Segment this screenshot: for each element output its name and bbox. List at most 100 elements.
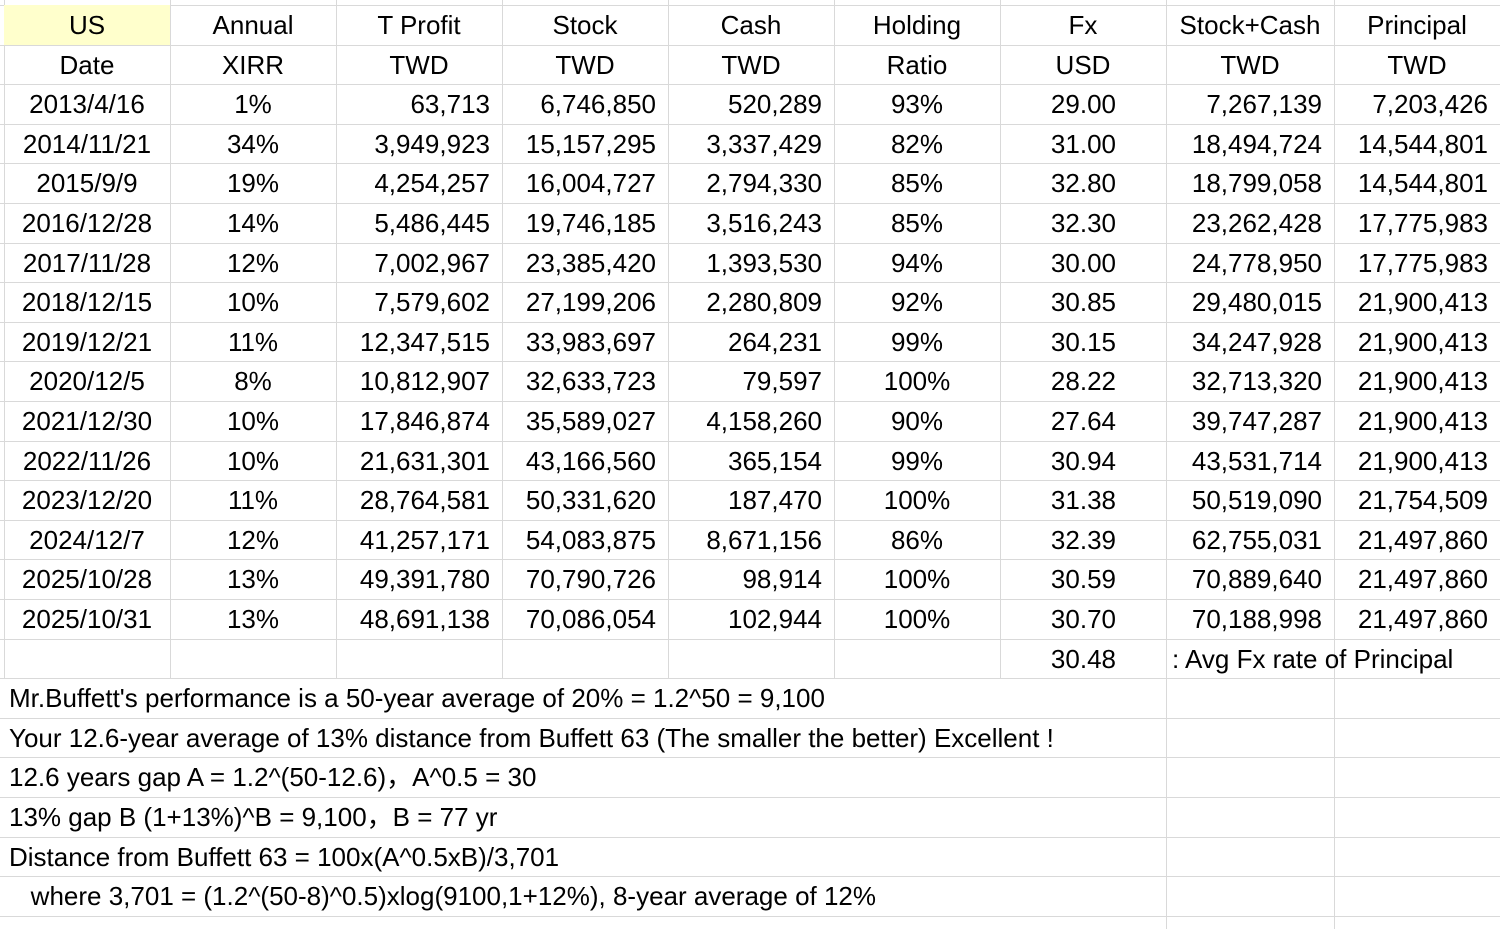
cell-t-profit[interactable]: 48,691,138 [359,604,490,634]
header-annual[interactable]: Annual [212,10,294,40]
cell-stock[interactable]: 35,589,027 [525,406,656,436]
cell-date[interactable]: 2017/11/28 [22,247,152,278]
cell-stock-cash[interactable]: 62,755,031 [1191,524,1322,555]
cell-xirr[interactable]: 11% [227,485,279,516]
cell-cash[interactable]: 3,337,429 [706,128,822,159]
cell-holding-ratio[interactable]: 90% [890,406,944,436]
cell-cash[interactable]: 520,289 [728,89,822,120]
cell-stock-cash[interactable]: 18,494,724 [1191,128,1322,159]
cell-stock[interactable]: 19,746,185 [525,208,656,238]
cell-fx[interactable]: 30.00 [1050,247,1116,278]
cell-holding-ratio[interactable]: 85% [890,208,944,238]
cell-fx[interactable]: 30.94 [1050,445,1116,476]
cell-fx[interactable]: 32.30 [1050,208,1116,238]
cell-date[interactable]: 2015/9/9 [36,168,138,199]
cell-stock-cash[interactable]: 34,247,928 [1191,326,1322,357]
cell-principal[interactable]: 7,203,426 [1372,89,1488,120]
cell-stock[interactable]: 6,746,850 [540,89,656,120]
header-stock[interactable]: Stock [552,10,618,40]
cell-stock[interactable]: 54,083,875 [525,524,656,555]
cell-holding-ratio[interactable]: 100% [883,485,951,516]
cell-xirr[interactable]: 12% [226,247,280,278]
cell-principal[interactable]: 21,497,860 [1357,564,1488,595]
header-us[interactable]: US [4,5,170,45]
header-fx[interactable]: Fx [1068,10,1098,40]
cell-xirr[interactable]: 11% [227,326,279,357]
cell-fx[interactable]: 31.38 [1050,485,1116,516]
cell-t-profit[interactable]: 21,631,301 [359,445,490,476]
cell-t-profit[interactable]: 41,257,171 [359,524,490,555]
cell-principal[interactable]: 17,775,983 [1357,208,1488,238]
cell-cash[interactable]: 98,914 [742,564,822,595]
cell-stock-cash[interactable]: 18,799,058 [1191,168,1322,199]
cell-stock-cash[interactable]: 23,262,428 [1191,208,1322,238]
cell-cash[interactable]: 3,516,243 [706,208,822,238]
cell-xirr[interactable]: 1% [234,89,272,120]
cell-cash[interactable]: 102,944 [728,604,822,634]
avg-fx-label[interactable]: : Avg Fx rate of Principal [1172,643,1454,674]
cell-stock-cash[interactable]: 29,480,015 [1191,287,1322,318]
cell-cash[interactable]: 79,597 [742,366,822,397]
cell-stock-cash[interactable]: 50,519,090 [1191,485,1322,516]
header-usd[interactable]: USD [1055,49,1111,80]
cell-xirr[interactable]: 10% [226,406,280,436]
cell-stock-cash[interactable]: 32,713,320 [1191,366,1322,397]
cell-stock[interactable]: 15,157,295 [525,128,656,159]
note-line[interactable]: 12.6 years gap A = 1.2^(50-12.6)，A^0.5 =… [9,762,537,793]
cell-cash[interactable]: 8,671,156 [706,524,822,555]
cell-stock[interactable]: 70,086,054 [525,604,656,634]
cell-date[interactable]: 2024/12/7 [29,524,145,555]
cell-fx[interactable]: 32.80 [1050,168,1116,199]
header-principal-unit[interactable]: TWD [1387,49,1447,80]
cell-t-profit[interactable]: 63,713 [410,89,490,120]
note-line[interactable]: Mr.Buffett's performance is a 50-year av… [9,683,825,714]
cell-cash[interactable]: 4,158,260 [706,406,822,436]
header-t-profit[interactable]: T Profit [377,10,461,40]
cell-xirr[interactable]: 8% [234,366,272,397]
cell-stock[interactable]: 16,004,727 [525,168,656,199]
cell-holding-ratio[interactable]: 100% [883,564,951,595]
cell-fx[interactable]: 29.00 [1050,89,1116,120]
cell-stock-cash[interactable]: 70,188,998 [1191,604,1322,634]
cell-xirr[interactable]: 19% [226,168,280,199]
avg-fx-value[interactable]: 30.48 [1050,643,1116,674]
cell-stock-cash[interactable]: 43,531,714 [1191,445,1322,476]
cell-xirr[interactable]: 13% [226,604,280,634]
cell-fx[interactable]: 30.15 [1050,326,1116,357]
cell-fx[interactable]: 30.70 [1050,604,1116,634]
cell-date[interactable]: 2014/11/21 [22,128,152,159]
cell-fx[interactable]: 30.59 [1050,564,1116,595]
cell-holding-ratio[interactable]: 86% [890,524,944,555]
cell-stock-cash[interactable]: 24,778,950 [1191,247,1322,278]
cell-stock[interactable]: 50,331,620 [525,485,656,516]
cell-fx[interactable]: 31.00 [1050,128,1116,159]
cell-stock-cash[interactable]: 39,747,287 [1191,406,1322,436]
cell-holding-ratio[interactable]: 82% [890,128,944,159]
cell-cash[interactable]: 264,231 [728,326,822,357]
cell-t-profit[interactable]: 7,002,967 [374,247,490,278]
cell-principal[interactable]: 21,900,413 [1357,366,1488,397]
cell-principal[interactable]: 21,497,860 [1357,524,1488,555]
note-line[interactable]: Your 12.6-year average of 13% distance f… [9,722,1054,753]
cell-date[interactable]: 2022/11/26 [22,445,152,476]
cell-cash[interactable]: 1,393,530 [706,247,822,278]
cell-xirr[interactable]: 34% [226,128,280,159]
cell-stock[interactable]: 32,633,723 [525,366,656,397]
cell-cash[interactable]: 2,794,330 [706,168,822,199]
cell-t-profit[interactable]: 10,812,907 [359,366,490,397]
cell-date[interactable]: 2018/12/15 [21,287,153,318]
cell-fx[interactable]: 28.22 [1050,366,1116,397]
header-date[interactable]: Date [59,49,115,80]
header-stock-cash-unit[interactable]: TWD [1220,49,1280,80]
cell-stock-cash[interactable]: 70,889,640 [1191,564,1322,595]
header-xirr[interactable]: XIRR [221,49,285,80]
cell-principal[interactable]: 21,900,413 [1357,287,1488,318]
cell-xirr[interactable]: 13% [226,564,280,595]
cell-holding-ratio[interactable]: 93% [890,89,944,120]
cell-cash[interactable]: 365,154 [728,445,822,476]
cell-principal[interactable]: 21,900,413 [1357,445,1488,476]
cell-date[interactable]: 2021/12/30 [21,406,153,436]
cell-stock[interactable]: 33,983,697 [525,326,656,357]
header-cash-unit[interactable]: TWD [721,49,781,80]
cell-date[interactable]: 2023/12/20 [21,485,153,516]
